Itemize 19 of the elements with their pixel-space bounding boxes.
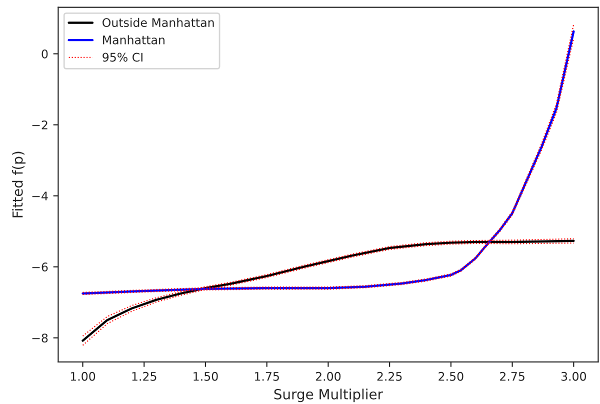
x-tick-label: 3.00 <box>561 372 586 381</box>
x-axis-title: Surge Multiplier <box>274 388 383 402</box>
x-tick-label: 2.00 <box>316 372 341 381</box>
x-tick-label: 2.25 <box>377 372 402 381</box>
x-tick-label: 2.50 <box>438 372 464 381</box>
y-tick-label: −2 <box>32 120 48 130</box>
y-tick-label: −6 <box>32 262 48 272</box>
y-axis-title: Fitted f(p) <box>12 152 26 218</box>
x-tick-label: 1.00 <box>70 372 96 381</box>
y-tick-label: 0 <box>42 50 48 58</box>
y-tick-label: −4 <box>32 192 48 200</box>
x-tick-label: 1.25 <box>132 372 156 381</box>
y-tick-label: −8 <box>32 334 48 342</box>
x-tick-label: 1.50 <box>194 372 218 381</box>
legend-label: 95% CI <box>102 52 142 62</box>
legend-label: Manhattan <box>103 35 164 44</box>
legend-label: Outside Manhattan <box>102 18 214 28</box>
x-tick-label: 1.75 <box>254 372 279 381</box>
x-tick-label: 2.75 <box>500 372 524 381</box>
